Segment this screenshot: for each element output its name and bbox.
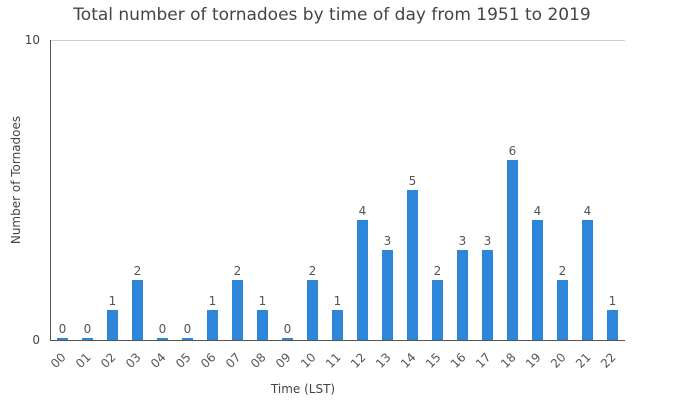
data-label-15: 2: [434, 264, 442, 278]
bar-15: [432, 280, 443, 340]
data-label-17: 3: [484, 234, 492, 248]
x-tick-label-22: 22: [598, 350, 619, 371]
data-label-08: 1: [259, 294, 267, 308]
x-axis-label: Time (LST): [270, 382, 335, 396]
x-tick-label-19: 19: [523, 350, 544, 371]
bar-18: [507, 160, 518, 340]
data-label-05: 0: [184, 322, 192, 336]
data-label-07: 2: [234, 264, 242, 278]
bar-08: [257, 310, 268, 340]
x-tick-label-17: 17: [473, 350, 494, 371]
data-label-16: 3: [459, 234, 467, 248]
x-tick-label-12: 12: [348, 350, 369, 371]
x-tick-label-18: 18: [498, 350, 519, 371]
bar-09: [282, 338, 293, 340]
data-label-12: 4: [359, 204, 367, 218]
x-tick-label-03: 03: [123, 350, 144, 371]
bar-13: [382, 250, 393, 340]
data-label-18: 6: [509, 144, 517, 158]
x-tick-label-08: 08: [248, 350, 269, 371]
data-label-09: 0: [284, 322, 292, 336]
x-tick-label-07: 07: [223, 350, 244, 371]
bar-05: [182, 338, 193, 340]
data-label-22: 1: [609, 294, 617, 308]
chart-title: Total number of tornadoes by time of day…: [72, 5, 590, 25]
x-tick-label-15: 15: [423, 350, 444, 371]
x-tick-label-21: 21: [573, 350, 594, 371]
x-tick-label-01: 01: [73, 350, 94, 371]
y-tick-label-top: 10: [25, 33, 40, 47]
x-tick-label-04: 04: [148, 350, 169, 371]
data-label-10: 2: [309, 264, 317, 278]
bar-21: [582, 220, 593, 340]
bar-02: [107, 310, 118, 340]
data-label-03: 2: [134, 264, 142, 278]
data-label-02: 1: [109, 294, 117, 308]
x-tick-label-06: 06: [198, 350, 219, 371]
bar-06: [207, 310, 218, 340]
bar-17: [482, 250, 493, 340]
bar-10: [307, 280, 318, 340]
data-label-04: 0: [159, 322, 167, 336]
data-label-20: 2: [559, 264, 567, 278]
bar-19: [532, 220, 543, 340]
bar-22: [607, 310, 618, 340]
bar-01: [82, 338, 93, 340]
data-label-14: 5: [409, 174, 417, 188]
x-tick-label-09: 09: [273, 350, 294, 371]
y-tick-label-bottom: 0: [32, 333, 40, 347]
data-label-00: 0: [59, 322, 67, 336]
x-tick-label-16: 16: [448, 350, 469, 371]
data-label-11: 1: [334, 294, 342, 308]
x-tick-label-00: 00: [48, 350, 69, 371]
data-label-06: 1: [209, 294, 217, 308]
bar-14: [407, 190, 418, 340]
bar-16: [457, 250, 468, 340]
y-axis-label: Number of Tornadoes: [9, 116, 23, 244]
x-tick-label-14: 14: [398, 350, 419, 371]
bar-12: [357, 220, 368, 340]
data-label-13: 3: [384, 234, 392, 248]
data-label-01: 0: [84, 322, 92, 336]
x-tick-label-02: 02: [98, 350, 119, 371]
bar-03: [132, 280, 143, 340]
x-tick-label-05: 05: [173, 350, 194, 371]
bar-20: [557, 280, 568, 340]
data-label-21: 4: [584, 204, 592, 218]
x-tick-label-10: 10: [298, 350, 319, 371]
x-tick-label-20: 20: [548, 350, 569, 371]
bar-07: [232, 280, 243, 340]
bar-00: [57, 338, 68, 340]
x-tick-label-13: 13: [373, 350, 394, 371]
data-label-19: 4: [534, 204, 542, 218]
bar-04: [157, 338, 168, 340]
x-tick-label-11: 11: [323, 350, 344, 371]
bar-11: [332, 310, 343, 340]
